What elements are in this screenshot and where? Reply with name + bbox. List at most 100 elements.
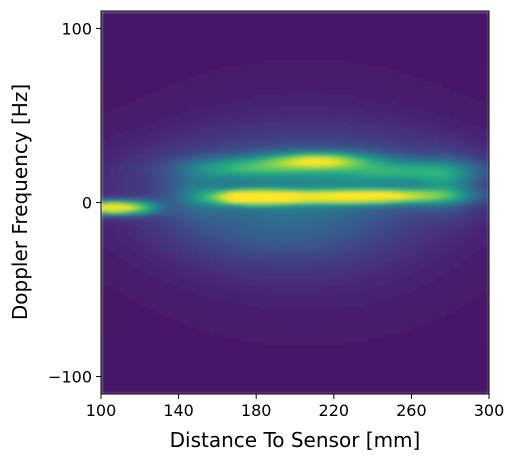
heatmap-cell: [361, 122, 365, 126]
heatmap-cell: [113, 11, 117, 15]
heatmap-cell: [163, 56, 167, 60]
heatmap-cell: [233, 18, 237, 22]
heatmap-cell: [431, 164, 435, 168]
heatmap-cell: [148, 56, 152, 60]
heatmap-cell: [299, 157, 303, 161]
heatmap-cell: [272, 74, 276, 78]
heatmap-cell: [268, 91, 272, 95]
heatmap-cell: [345, 67, 349, 71]
heatmap-cell: [237, 157, 241, 161]
heatmap-cell: [411, 35, 415, 39]
heatmap-cell: [396, 88, 400, 92]
heatmap-cell: [307, 91, 311, 95]
heatmap-cell: [155, 60, 159, 64]
heatmap-cell: [466, 147, 470, 151]
heatmap-cell: [435, 18, 439, 22]
heatmap-cell: [245, 178, 249, 182]
heatmap-cell: [326, 46, 330, 50]
heatmap-cell: [477, 70, 481, 74]
heatmap-cell: [225, 175, 229, 179]
heatmap-cell: [225, 56, 229, 60]
heatmap-cell: [264, 105, 268, 109]
heatmap-cell: [272, 39, 276, 43]
heatmap-cell: [353, 122, 357, 126]
heatmap-cell: [342, 129, 346, 133]
heatmap-cell: [105, 164, 109, 168]
heatmap-cell: [380, 95, 384, 99]
heatmap-cell: [423, 95, 427, 99]
heatmap-cell: [241, 129, 245, 133]
heatmap-cell: [384, 175, 388, 179]
heatmap-cell: [473, 182, 477, 186]
heatmap-cell: [210, 108, 214, 112]
heatmap-cell: [388, 63, 392, 67]
heatmap-cell: [322, 77, 326, 81]
heatmap-cell: [279, 46, 283, 50]
heatmap-cell: [345, 49, 349, 53]
heatmap-cell: [473, 70, 477, 74]
heatmap-cell: [299, 129, 303, 133]
heatmap-cell: [481, 129, 485, 133]
heatmap-cell: [136, 122, 140, 126]
heatmap-cell: [221, 168, 225, 172]
heatmap-cell: [353, 175, 357, 179]
heatmap-cell: [260, 157, 264, 161]
heatmap-cell: [148, 136, 152, 140]
heatmap-cell: [128, 112, 132, 116]
heatmap-cell: [307, 150, 311, 154]
heatmap-cell: [190, 171, 194, 175]
heatmap-cell: [221, 67, 225, 71]
heatmap-cell: [450, 126, 454, 130]
heatmap-cell: [470, 74, 474, 78]
heatmap-cell: [148, 25, 152, 29]
heatmap-cell: [109, 18, 113, 22]
heatmap-cell: [431, 63, 435, 67]
heatmap-cell: [221, 84, 225, 88]
heatmap-cell: [132, 53, 136, 57]
heatmap-cell: [435, 21, 439, 25]
heatmap-cell: [225, 182, 229, 186]
heatmap-cell: [411, 119, 415, 123]
heatmap-cell: [415, 150, 419, 154]
heatmap-cell: [132, 175, 136, 179]
heatmap-cell: [194, 25, 198, 29]
heatmap-cell: [113, 182, 117, 186]
heatmap-cell: [132, 178, 136, 182]
heatmap-cell: [446, 63, 450, 67]
heatmap-cell: [334, 115, 338, 119]
heatmap-cell: [272, 164, 276, 168]
heatmap-cell: [411, 21, 415, 25]
heatmap-cell: [252, 53, 256, 57]
heatmap-cell: [446, 136, 450, 140]
heatmap-cell: [159, 108, 163, 112]
heatmap-cell: [248, 133, 252, 137]
heatmap-cell: [206, 21, 210, 25]
heatmap-cell: [140, 150, 144, 154]
heatmap-cell: [245, 56, 249, 60]
heatmap-cell: [311, 140, 315, 144]
heatmap-cell: [264, 119, 268, 123]
heatmap-cell: [256, 35, 260, 39]
heatmap-cell: [291, 168, 295, 172]
heatmap-cell: [136, 143, 140, 147]
heatmap-cell: [264, 136, 268, 140]
heatmap-cell: [326, 171, 330, 175]
heatmap-cell: [365, 39, 369, 43]
heatmap-cell: [279, 49, 283, 53]
heatmap-cell: [322, 95, 326, 99]
heatmap-cell: [318, 136, 322, 140]
heatmap-cell: [311, 133, 315, 137]
heatmap-cell: [303, 171, 307, 175]
heatmap-cell: [439, 129, 443, 133]
heatmap-cell: [303, 175, 307, 179]
heatmap-cell: [314, 115, 318, 119]
heatmap-cell: [477, 98, 481, 102]
heatmap-cell: [256, 115, 260, 119]
heatmap-cell: [427, 112, 431, 116]
heatmap-cell: [419, 164, 423, 168]
heatmap-cell: [155, 81, 159, 85]
heatmap-cell: [221, 136, 225, 140]
heatmap-cell: [171, 168, 175, 172]
heatmap-cell: [458, 56, 462, 60]
heatmap-cell: [260, 112, 264, 116]
